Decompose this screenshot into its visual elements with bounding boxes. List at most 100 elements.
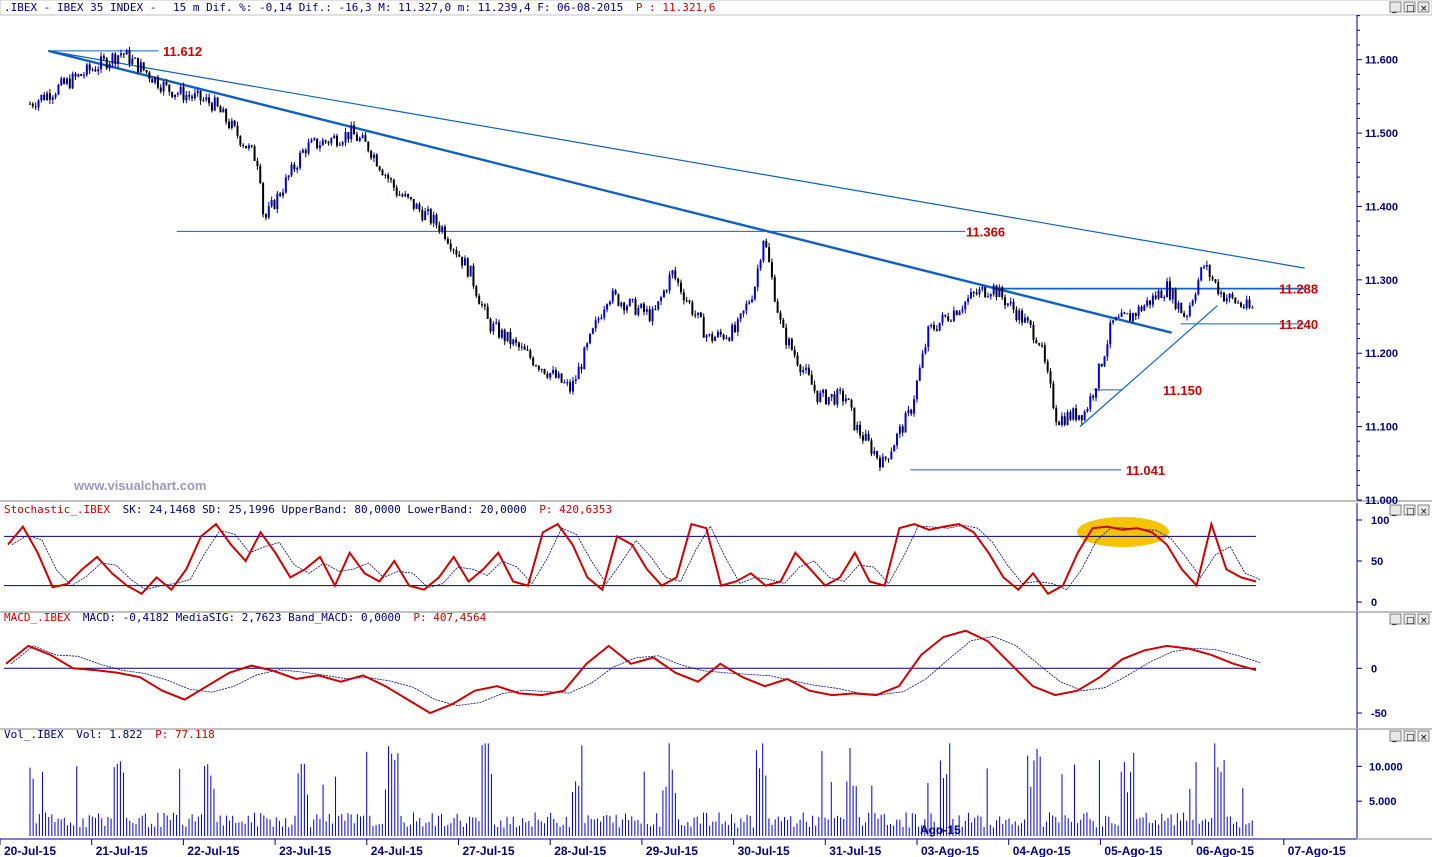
candle-body [665,290,668,292]
candle-body [810,374,813,385]
candle-body [336,135,339,146]
candle-body [1228,293,1231,299]
candle-body [347,132,350,140]
close-icon-glyph: × [1420,507,1428,517]
candle-body [37,100,40,108]
candle-body [984,287,987,298]
candle-body [523,346,526,350]
candle-body [227,121,230,128]
candle-body [225,108,228,122]
candle-body [48,93,51,100]
candle-body [708,334,711,336]
candle-body [424,211,427,220]
candle-body [117,55,120,64]
candle-body [142,62,145,71]
candle-body [682,292,685,301]
candle-body [569,382,572,392]
candle-body [97,69,100,72]
candle-body [242,144,245,146]
minimize-icon-glyph: _ [1391,507,1397,517]
price-tick-label: 11.600 [1365,55,1398,67]
candle-body [1234,297,1237,303]
candle-body [128,49,131,65]
minimize-icon-glyph: _ [1391,4,1397,14]
watermark-month: Ago-15 [920,823,961,837]
candle-body [873,451,876,454]
candle-body [182,86,185,101]
date-tick-label: 03-Ago-15 [921,844,979,857]
candle-body [506,331,509,341]
restore-icon-glyph: □ [1406,616,1415,626]
candle-body [685,300,688,302]
candle-body [668,274,671,291]
candle-body [887,458,890,460]
date-tick-label: 21-Jul-15 [96,844,148,857]
candle-body [768,247,771,263]
candle-body [1160,290,1163,298]
macd-tick-label: -50 [1371,708,1387,720]
candle-body [199,90,202,101]
macd-legend: MACD_.IBEX MACD: -0,4182 MediaSIG: 2,762… [4,611,487,624]
candle-body [1239,302,1242,307]
close-icon-glyph: × [1420,4,1428,14]
candle-body [486,306,489,319]
candle-body [1168,281,1171,300]
close-icon [1417,730,1430,742]
candle-body [742,310,745,314]
candle-body [526,349,529,351]
candle-body [836,389,839,405]
candle-body [799,365,802,373]
candle-body [753,287,756,300]
restore-icon-glyph: □ [1406,4,1415,14]
candle-body [1066,412,1069,425]
candle-body [446,238,449,244]
stochastic-panel: Stochastic_.IBEX SK: 24,1468 SD: 25,1996… [4,503,1389,609]
candle-body [219,106,222,113]
candle-body [88,64,91,71]
candle-body [1026,317,1029,321]
candle-body [267,206,270,218]
candle-body [688,300,691,303]
trendline [48,50,1305,269]
candle-body [699,312,702,318]
macd-tick-label: 0 [1371,663,1377,675]
candle-body [932,324,935,330]
candle-body [1217,281,1220,294]
candle-body [114,53,117,64]
level-label: 11.288 [1279,282,1318,297]
candle-body [603,309,606,318]
candle-body [156,77,159,88]
candle-body [324,140,327,142]
candle-body [697,312,700,315]
candle-body [819,392,822,402]
volume-panel: Vol_.IBEX Vol: 1.822 P: 77.118 10.000 5.0… [4,728,1403,837]
candle-body [560,373,563,383]
candle-body [512,339,515,345]
candle-body [535,365,538,367]
candle-body [1151,295,1154,305]
candle-body [1075,408,1078,420]
candle-body [998,287,1001,298]
candle-body [1086,408,1089,412]
candle-body [273,200,276,209]
candle-body [580,366,583,370]
candle-body [955,310,958,316]
minimize-icon-glyph: _ [1391,616,1397,626]
candle-body [441,226,444,232]
candle-body [63,78,66,84]
candle-body [759,260,762,269]
candle-body [216,97,219,107]
candle-body [617,294,620,306]
date-tick-label: 05-Ago-15 [1104,844,1162,857]
candle-body [341,142,344,145]
candle-body [449,243,452,250]
candle-body [398,194,401,196]
date-tick-label: 06-Ago-15 [1196,844,1254,857]
candle-body [543,369,546,374]
date-tick-label: 27-Jul-15 [463,844,515,857]
stochastic-legend: Stochastic_.IBEX SK: 24,1468 SD: 25,1996… [4,503,612,516]
candle-body [640,303,643,308]
candle-body [509,331,512,345]
candle-body [628,299,631,307]
candle-body [392,179,395,188]
